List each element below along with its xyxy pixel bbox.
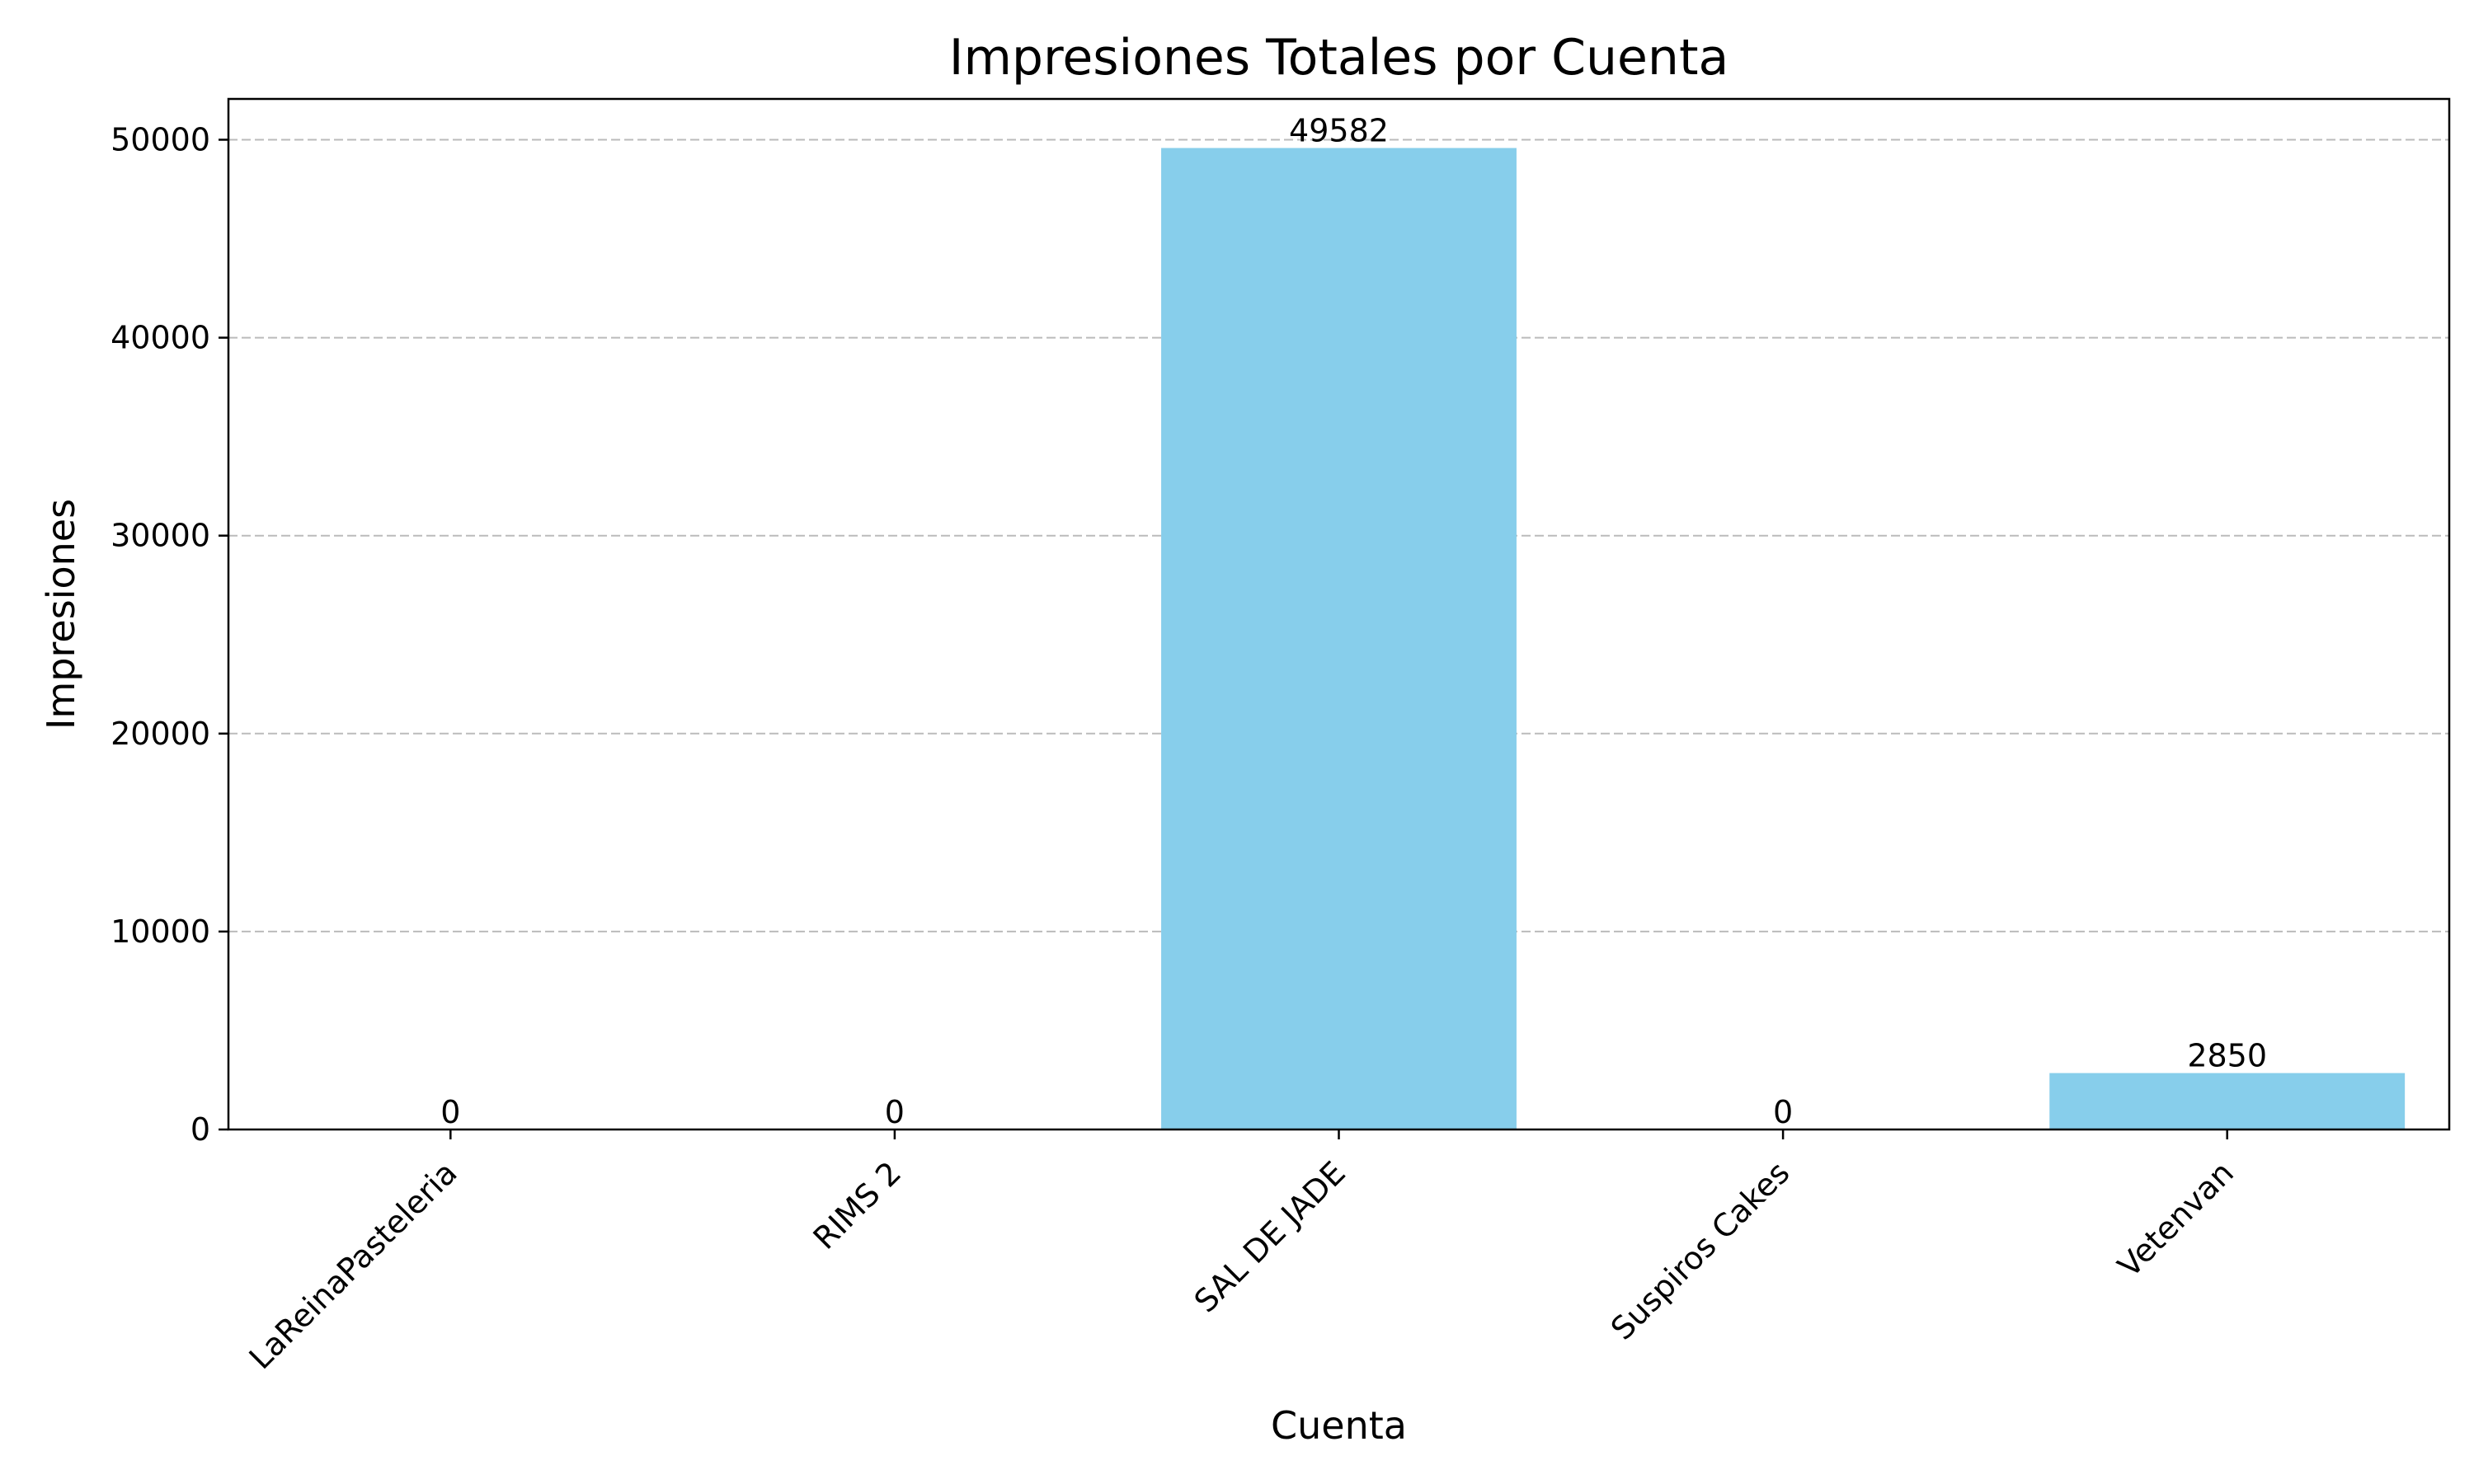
- chart-title: Impresiones Totales por Cuenta: [949, 29, 1729, 87]
- y-tick-label: 0: [190, 1111, 210, 1148]
- bars: [1161, 148, 2406, 1130]
- y-tick-label: 40000: [111, 320, 210, 356]
- x-tick-label: Suspiros Cakes: [1604, 1154, 1797, 1347]
- bar-value-label: 49582: [1289, 113, 1389, 149]
- bar-value-label: 0: [440, 1094, 460, 1130]
- y-axis-ticks: 0 10000 20000 30000 40000 50000: [111, 121, 228, 1148]
- x-axis-ticks: LaReinaPasteleria RIMS 2 SAL DE JADE Suspir…: [242, 1129, 2241, 1376]
- y-tick-label: 30000: [111, 518, 210, 554]
- bar-value-label: 2850: [2187, 1038, 2267, 1074]
- y-tick-label: 50000: [111, 121, 210, 157]
- bar: [1161, 148, 1517, 1130]
- y-tick-label: 10000: [111, 913, 210, 950]
- bar: [2049, 1073, 2406, 1129]
- x-tick-label: Vetenvan: [2111, 1154, 2241, 1284]
- y-axis-label: Impresiones: [39, 499, 83, 730]
- bar-value-label: 0: [1773, 1094, 1793, 1130]
- x-axis-label: Cuenta: [1271, 1403, 1407, 1448]
- y-tick-label: 20000: [111, 716, 210, 752]
- x-tick-label: RIMS 2: [807, 1154, 909, 1256]
- bar-value-label: 0: [885, 1094, 905, 1130]
- x-tick-label: SAL DE JADE: [1188, 1154, 1352, 1319]
- bar-value-labels: 0 0 49582 0 2850: [440, 113, 2267, 1130]
- x-tick-label: LaReinaPasteleria: [242, 1154, 464, 1376]
